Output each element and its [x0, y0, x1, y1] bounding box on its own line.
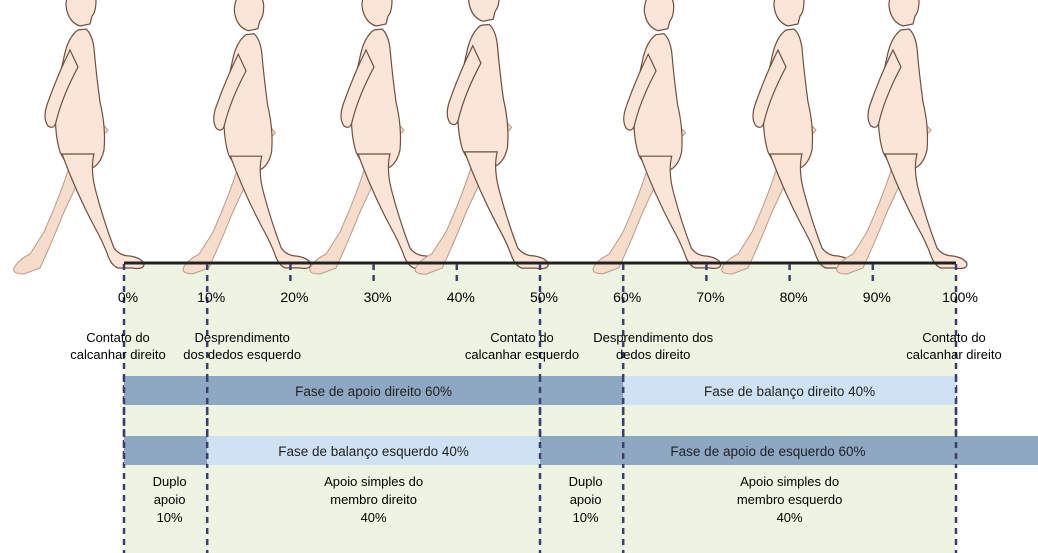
- percent-label: 50%: [530, 289, 558, 305]
- support-caption: 40%: [777, 510, 803, 525]
- event-label: calcanhar direito: [906, 347, 1001, 362]
- percent-label: 20%: [280, 289, 308, 305]
- event-label: calcanhar esquerdo: [465, 347, 579, 362]
- phase-label: Fase de balanço esquerdo 40%: [278, 444, 469, 459]
- event-label: Contato do: [86, 330, 150, 345]
- percent-label: 70%: [696, 289, 724, 305]
- support-caption: Duplo: [569, 474, 603, 489]
- support-caption: membro esquerdo: [737, 492, 843, 507]
- walking-figures: [13, 0, 968, 275]
- event-label: calcanhar direito: [70, 347, 165, 362]
- support-caption: Apoio simples do: [740, 474, 839, 489]
- support-caption: apoio: [154, 492, 186, 507]
- event-label: Desprendimento: [195, 330, 290, 345]
- support-phase-bar: [540, 436, 1038, 465]
- walking-figure-icon: [414, 0, 549, 275]
- event-label: Desprendimento dos: [593, 330, 713, 345]
- walking-figure-icon: [13, 0, 145, 275]
- support-caption: 10%: [157, 510, 183, 525]
- percent-label: 0%: [118, 289, 138, 305]
- walking-figure-icon: [836, 0, 968, 275]
- swing-phase-bar: [623, 376, 956, 405]
- percent-label: 10%: [197, 289, 225, 305]
- walking-figure-icon: [721, 0, 853, 275]
- phase-label: Fase de apoio de esquerdo 60%: [670, 444, 865, 459]
- walking-figure-icon: [309, 0, 441, 275]
- walking-figure-icon: [592, 0, 722, 275]
- support-caption: apoio: [570, 492, 602, 507]
- support-caption: membro direito: [330, 492, 417, 507]
- event-label: dos dedos esquerdo: [183, 347, 301, 362]
- percent-label: 90%: [863, 289, 891, 305]
- swing-phase-bar: [207, 436, 540, 465]
- percent-label: 80%: [780, 289, 808, 305]
- percent-label: 40%: [447, 289, 475, 305]
- support-phase-bar: [124, 436, 208, 465]
- walking-figure-icon: [182, 0, 312, 275]
- event-label: Contato do: [922, 330, 986, 345]
- percent-label: 60%: [613, 289, 641, 305]
- support-caption: 10%: [573, 510, 599, 525]
- event-label: Contato do: [490, 330, 554, 345]
- percent-label: 100%: [942, 289, 978, 305]
- support-caption: 40%: [361, 510, 387, 525]
- phase-label: Fase de balanço direito 40%: [704, 384, 875, 399]
- phase-label: Fase de apoio direito 60%: [295, 384, 452, 399]
- event-label: dedos direito: [616, 347, 690, 362]
- percent-label: 30%: [364, 289, 392, 305]
- support-caption: Duplo: [153, 474, 187, 489]
- support-caption: Apoio simples do: [324, 474, 423, 489]
